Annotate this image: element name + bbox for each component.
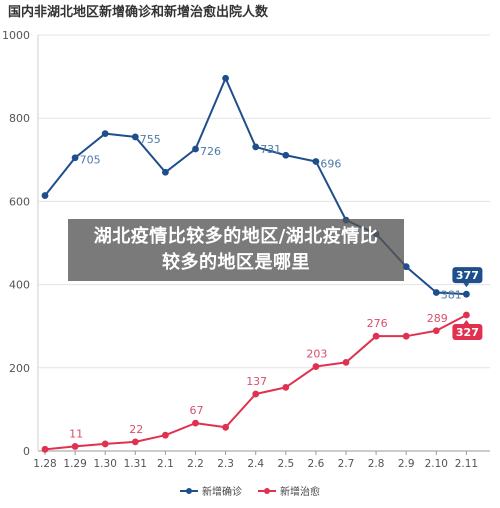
end-value-badge <box>452 267 483 284</box>
data-point <box>192 419 199 427</box>
x-tick-label: 2.7 <box>338 458 355 470</box>
data-point <box>222 423 230 431</box>
x-tick-label: 2.1 <box>157 458 174 470</box>
x-tick-label: 2.6 <box>308 458 325 470</box>
y-tick-label: 0 <box>23 445 30 458</box>
data-point <box>372 332 380 340</box>
data-label: 137 <box>246 375 267 388</box>
legend-marker <box>186 488 192 494</box>
data-point <box>402 263 410 271</box>
data-point <box>192 145 199 153</box>
overlay-text: 湖北疫情比较多的地区/湖北疫情比较多的地区是哪里 <box>93 226 379 273</box>
data-point <box>222 74 230 82</box>
data-point <box>162 168 169 176</box>
data-point <box>312 363 320 370</box>
data-point <box>402 332 410 340</box>
data-point <box>252 390 260 398</box>
data-point <box>342 358 350 366</box>
legend: 新增确诊 新增治愈 <box>180 485 320 498</box>
data-label: 22 <box>129 423 143 436</box>
data-point <box>463 311 470 319</box>
y-tick-label: 1000 <box>2 29 30 42</box>
end-value-badge-label: 327 <box>456 326 479 339</box>
x-tick-label: 2.11 <box>455 458 478 470</box>
data-label: 696 <box>320 157 341 170</box>
data-point <box>282 383 290 391</box>
data-point <box>162 431 169 439</box>
data-point <box>432 327 440 335</box>
x-tick-label: 2.5 <box>277 458 294 470</box>
data-label: 203 <box>306 348 327 361</box>
data-point <box>41 445 49 453</box>
x-tick-label: 1.28 <box>33 458 56 470</box>
data-point <box>101 130 109 137</box>
end-value-badge-label: 377 <box>456 269 479 282</box>
x-tick-label: 2.8 <box>368 458 385 470</box>
data-point <box>463 290 470 298</box>
chart-title: 国内非湖北地区新增确诊和新增治愈出院人数 <box>8 4 269 20</box>
data-point <box>282 151 290 159</box>
x-tick-label: 2.4 <box>247 458 264 470</box>
data-point <box>312 158 320 165</box>
x-tick-label: 1.29 <box>63 458 86 470</box>
end-value-badge <box>452 323 483 340</box>
data-label: 726 <box>200 145 221 158</box>
data-point <box>41 192 49 199</box>
x-tick-label: 1.30 <box>94 458 117 470</box>
data-label: 289 <box>427 312 448 325</box>
y-tick-label: 800 <box>9 112 30 125</box>
end-value-badge-pointer <box>463 283 470 288</box>
data-label: 381 <box>441 289 462 302</box>
data-label: 67 <box>190 404 204 417</box>
legend-marker <box>264 488 270 494</box>
data-label: 755 <box>140 133 161 146</box>
x-tick-label: 2.2 <box>187 458 204 470</box>
y-tick-label: 600 <box>9 195 30 208</box>
data-point <box>131 133 139 141</box>
x-tick-label: 2.10 <box>425 458 448 470</box>
data-label: 276 <box>367 317 388 330</box>
y-tick-label: 200 <box>9 362 30 375</box>
data-point <box>71 154 79 162</box>
end-value-badge-pointer <box>463 319 470 324</box>
legend-label: 新增确诊 <box>202 485 242 498</box>
data-point <box>71 443 79 450</box>
data-label: 705 <box>80 154 101 167</box>
overlay-banner: 湖北疫情比较多的地区/湖北疫情比较多的地区是哪里 <box>68 219 404 281</box>
series-layer: 705 755 726 731 696 381 377 11 22 67 137 203 276 289 3… <box>41 74 483 453</box>
data-point <box>252 143 260 151</box>
data-point <box>101 440 109 448</box>
y-tick-label: 400 <box>9 279 30 292</box>
data-label: 731 <box>260 143 281 156</box>
data-label: 11 <box>69 427 83 440</box>
x-tick-label: 2.9 <box>398 458 415 470</box>
data-point <box>432 289 440 296</box>
axis-layer: 0 200 400 600 800 1000 1.28 1.29 1.30 1.31 2.1 2.2 2… <box>2 29 478 470</box>
x-tick-label: 2.3 <box>217 458 234 470</box>
data-point <box>131 438 139 446</box>
legend-label: 新增治愈 <box>280 485 320 498</box>
grid-layer <box>37 34 490 452</box>
x-tick-label: 1.31 <box>124 458 147 470</box>
